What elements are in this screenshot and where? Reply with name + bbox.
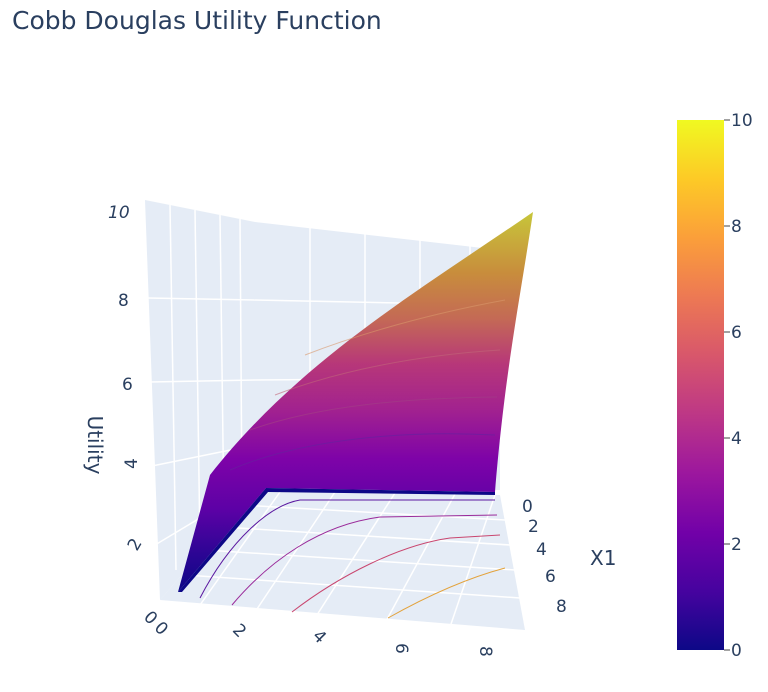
- colorbar-tick-10: 10: [731, 111, 753, 131]
- x-tick-2: 2: [528, 517, 539, 537]
- x-tick-8: 8: [556, 597, 567, 617]
- colorbar-tick-2: 2: [731, 535, 742, 555]
- colorbar-tick-6: 6: [731, 323, 742, 343]
- utility-surface[interactable]: [178, 212, 533, 592]
- y-tick-2: 2: [228, 620, 250, 642]
- y-tick-6: 6: [391, 643, 411, 654]
- colorbar-ticks: 0 2 4 6 8 10: [724, 111, 753, 661]
- y-tick-4: 4: [308, 626, 330, 648]
- chart-title: Cobb Douglas Utility Function: [12, 6, 382, 35]
- colorbar-tick-0: 0: [731, 641, 742, 661]
- colorbar: [677, 120, 724, 650]
- floor-contour-4: [231, 514, 498, 606]
- x-tick-6: 6: [545, 567, 556, 587]
- z-tick-2: 2: [124, 535, 147, 554]
- floor-contour-6: [291, 534, 501, 613]
- surface-contour-lines: [229, 299, 506, 471]
- floor-contour-8: [387, 567, 506, 619]
- floor-grid: [184, 491, 521, 628]
- x-axis-ticks: 0 2 4 6 8: [522, 497, 567, 617]
- colorbar-tick-8: 8: [731, 217, 742, 237]
- x-axis-title: X1: [590, 546, 616, 570]
- floor-plane: [160, 490, 525, 630]
- x-tick-4: 4: [536, 540, 547, 560]
- x-tick-0: 0: [522, 497, 533, 517]
- z-axis-title: Utility: [83, 416, 107, 475]
- z-tick-6: 6: [122, 375, 133, 395]
- floor-contour-2: [199, 499, 495, 599]
- colorbar-tick-4: 4: [731, 429, 742, 449]
- z-tick-4: 4: [122, 458, 142, 469]
- z-tick-8: 8: [118, 291, 129, 311]
- z-tick-10: 10: [108, 203, 130, 223]
- floor-contours: [199, 499, 506, 619]
- z-axis-ticks: 10 8 6 4 2: [108, 203, 147, 554]
- y-tick-8: 8: [475, 646, 495, 657]
